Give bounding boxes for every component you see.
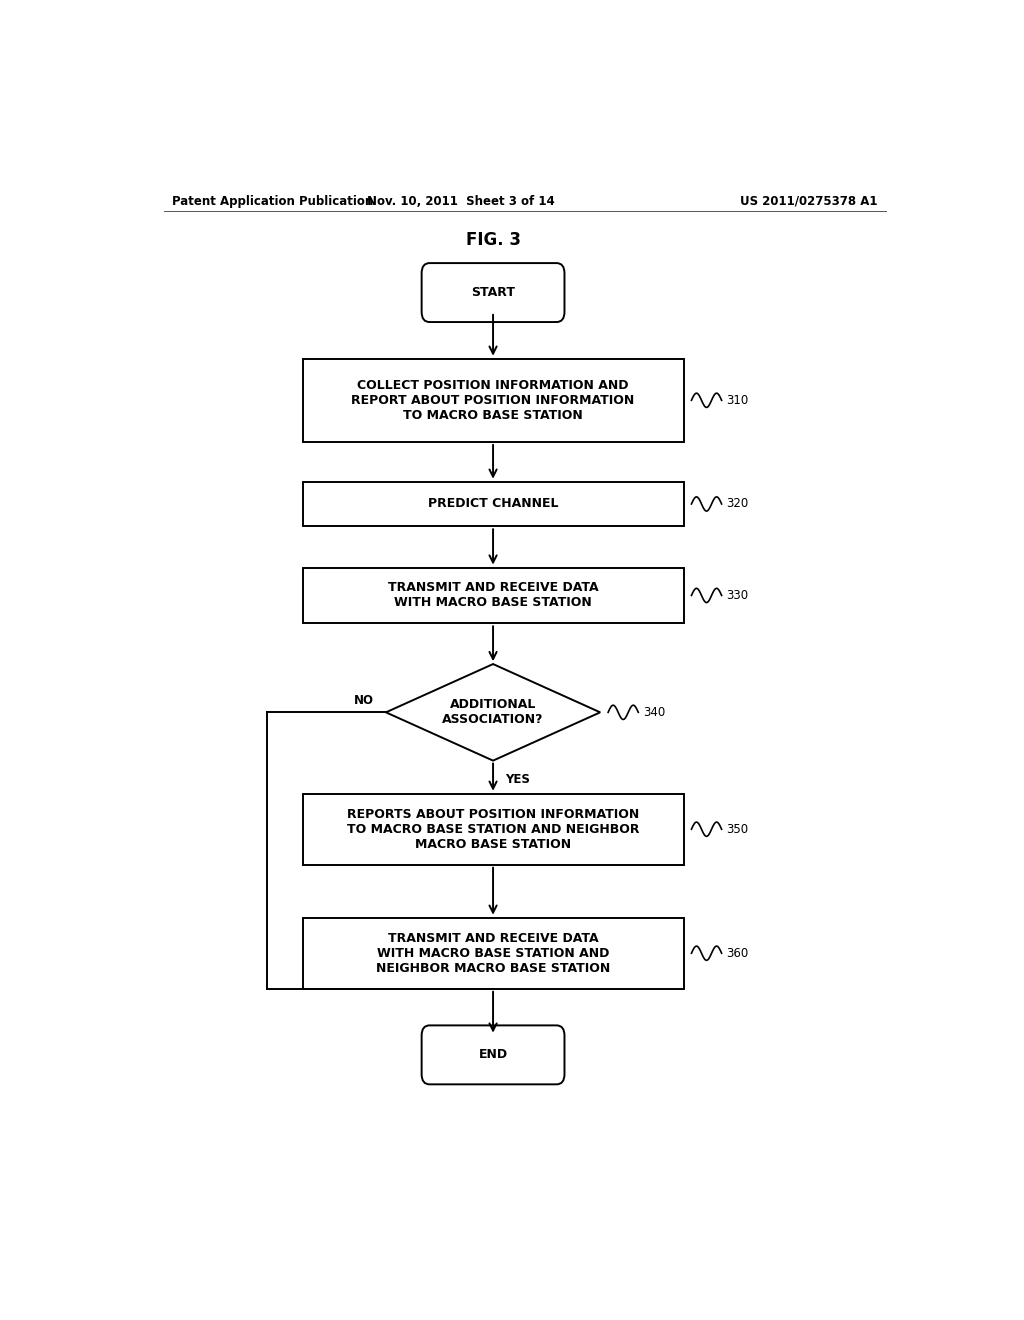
Text: PREDICT CHANNEL: PREDICT CHANNEL <box>428 498 558 511</box>
Text: 360: 360 <box>726 946 749 960</box>
Text: TRANSMIT AND RECEIVE DATA
WITH MACRO BASE STATION AND
NEIGHBOR MACRO BASE STATIO: TRANSMIT AND RECEIVE DATA WITH MACRO BAS… <box>376 932 610 974</box>
Text: REPORTS ABOUT POSITION INFORMATION
TO MACRO BASE STATION AND NEIGHBOR
MACRO BASE: REPORTS ABOUT POSITION INFORMATION TO MA… <box>347 808 639 850</box>
Text: START: START <box>471 286 515 300</box>
Text: TRANSMIT AND RECEIVE DATA
WITH MACRO BASE STATION: TRANSMIT AND RECEIVE DATA WITH MACRO BAS… <box>388 581 598 610</box>
Bar <box>303 359 684 442</box>
Text: ADDITIONAL
ASSOCIATION?: ADDITIONAL ASSOCIATION? <box>442 698 544 726</box>
Text: 310: 310 <box>726 393 749 407</box>
Bar <box>303 568 684 623</box>
Bar <box>303 917 684 989</box>
Text: NO: NO <box>354 693 374 706</box>
Text: END: END <box>478 1048 508 1061</box>
Text: 330: 330 <box>726 589 749 602</box>
Bar <box>303 793 684 865</box>
Text: Nov. 10, 2011  Sheet 3 of 14: Nov. 10, 2011 Sheet 3 of 14 <box>368 194 555 207</box>
Text: US 2011/0275378 A1: US 2011/0275378 A1 <box>740 194 878 207</box>
Text: Patent Application Publication: Patent Application Publication <box>172 194 373 207</box>
Text: FIG. 3: FIG. 3 <box>466 231 520 248</box>
FancyBboxPatch shape <box>422 263 564 322</box>
Text: COLLECT POSITION INFORMATION AND
REPORT ABOUT POSITION INFORMATION
TO MACRO BASE: COLLECT POSITION INFORMATION AND REPORT … <box>351 379 635 422</box>
Text: 340: 340 <box>643 706 666 719</box>
Polygon shape <box>386 664 600 760</box>
Text: 320: 320 <box>726 498 749 511</box>
Text: YES: YES <box>505 772 529 785</box>
FancyBboxPatch shape <box>422 1026 564 1084</box>
Text: 350: 350 <box>726 822 749 836</box>
Bar <box>303 482 684 527</box>
